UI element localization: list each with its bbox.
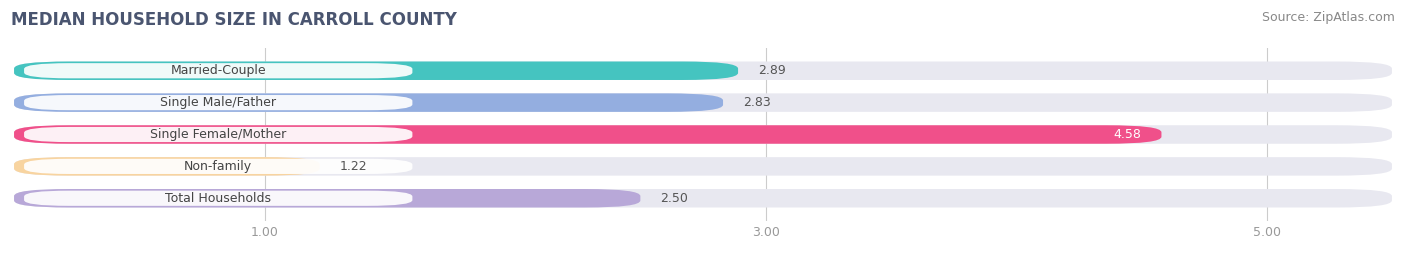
Text: 1.22: 1.22 xyxy=(340,160,367,173)
Text: Single Male/Father: Single Male/Father xyxy=(160,96,276,109)
Text: 2.50: 2.50 xyxy=(661,192,689,205)
Text: MEDIAN HOUSEHOLD SIZE IN CARROLL COUNTY: MEDIAN HOUSEHOLD SIZE IN CARROLL COUNTY xyxy=(11,11,457,29)
FancyBboxPatch shape xyxy=(24,95,412,110)
FancyBboxPatch shape xyxy=(24,159,412,174)
Text: Non-family: Non-family xyxy=(184,160,252,173)
FancyBboxPatch shape xyxy=(14,125,1392,144)
Text: 2.89: 2.89 xyxy=(758,64,786,77)
Text: Single Female/Mother: Single Female/Mother xyxy=(150,128,287,141)
FancyBboxPatch shape xyxy=(14,93,723,112)
FancyBboxPatch shape xyxy=(14,125,1161,144)
Text: 4.58: 4.58 xyxy=(1114,128,1142,141)
FancyBboxPatch shape xyxy=(14,62,738,80)
Text: Source: ZipAtlas.com: Source: ZipAtlas.com xyxy=(1261,11,1395,24)
FancyBboxPatch shape xyxy=(14,189,1392,207)
FancyBboxPatch shape xyxy=(14,93,1392,112)
Text: Married-Couple: Married-Couple xyxy=(170,64,266,77)
FancyBboxPatch shape xyxy=(14,157,1392,176)
FancyBboxPatch shape xyxy=(24,127,412,142)
Text: 2.83: 2.83 xyxy=(744,96,770,109)
FancyBboxPatch shape xyxy=(24,63,412,78)
FancyBboxPatch shape xyxy=(14,157,319,176)
FancyBboxPatch shape xyxy=(24,191,412,206)
FancyBboxPatch shape xyxy=(14,189,640,207)
FancyBboxPatch shape xyxy=(14,62,1392,80)
Text: Total Households: Total Households xyxy=(166,192,271,205)
